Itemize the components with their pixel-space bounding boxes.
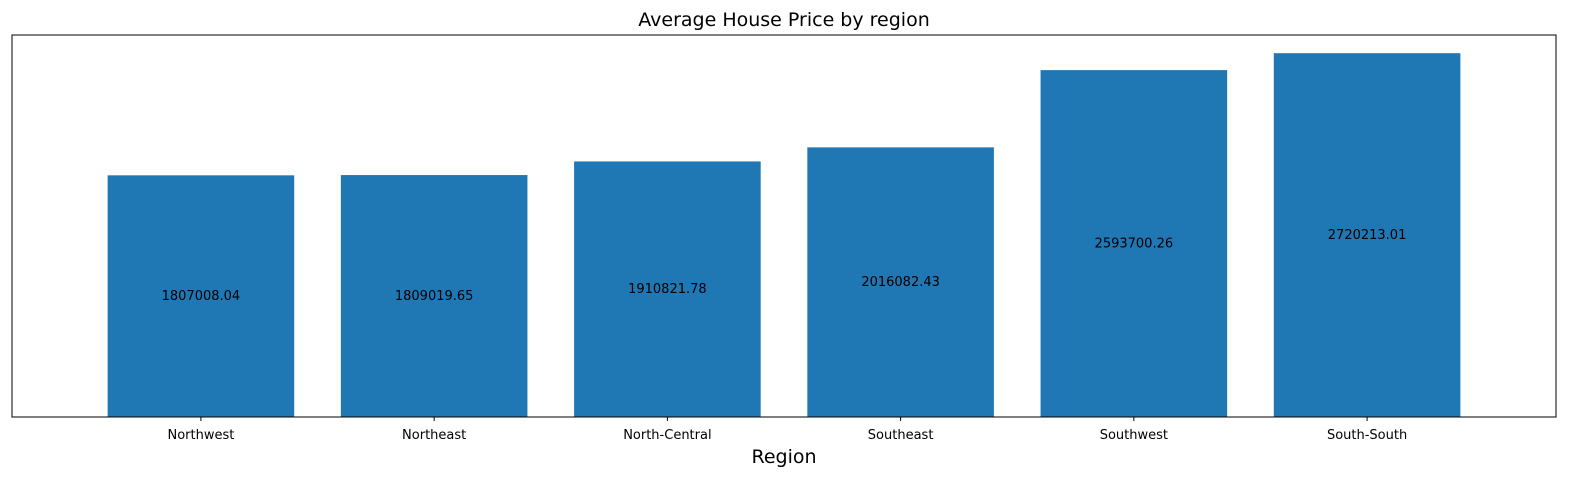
bar-south-south xyxy=(1273,53,1461,417)
x-tick-label: Southeast xyxy=(868,428,934,443)
x-axis-ticks: Northwest Northeast North-Central Southeast… xyxy=(167,417,1407,443)
x-tick-label: Southwest xyxy=(1100,428,1168,443)
bar-northeast xyxy=(340,175,528,417)
bar-southeast xyxy=(807,147,994,417)
bar-northwest xyxy=(107,175,295,417)
bar-north-central xyxy=(574,161,761,417)
data-label: 1807008.04 xyxy=(162,289,241,304)
bar-southwest xyxy=(1040,70,1228,418)
data-label: 2720213.01 xyxy=(1328,228,1407,243)
plot-area-frame xyxy=(11,34,1557,418)
x-tick-label: Northeast xyxy=(402,428,466,443)
data-label: 1910821.78 xyxy=(628,282,707,297)
x-tick-label: North-Central xyxy=(623,428,711,443)
x-tick-label: Northwest xyxy=(167,428,234,443)
data-label: 2593700.26 xyxy=(1095,237,1174,252)
data-label: 1809019.65 xyxy=(395,289,474,304)
data-labels-group: 1807008.04 1809019.65 1910821.78 2016082.43… xyxy=(162,228,1407,304)
x-axis-label: Region xyxy=(751,446,816,468)
chart-title: Average House Price by region xyxy=(638,9,929,31)
bars-group xyxy=(107,53,1461,418)
data-label: 2016082.43 xyxy=(861,275,940,290)
x-tick-label: South-South xyxy=(1327,428,1407,443)
